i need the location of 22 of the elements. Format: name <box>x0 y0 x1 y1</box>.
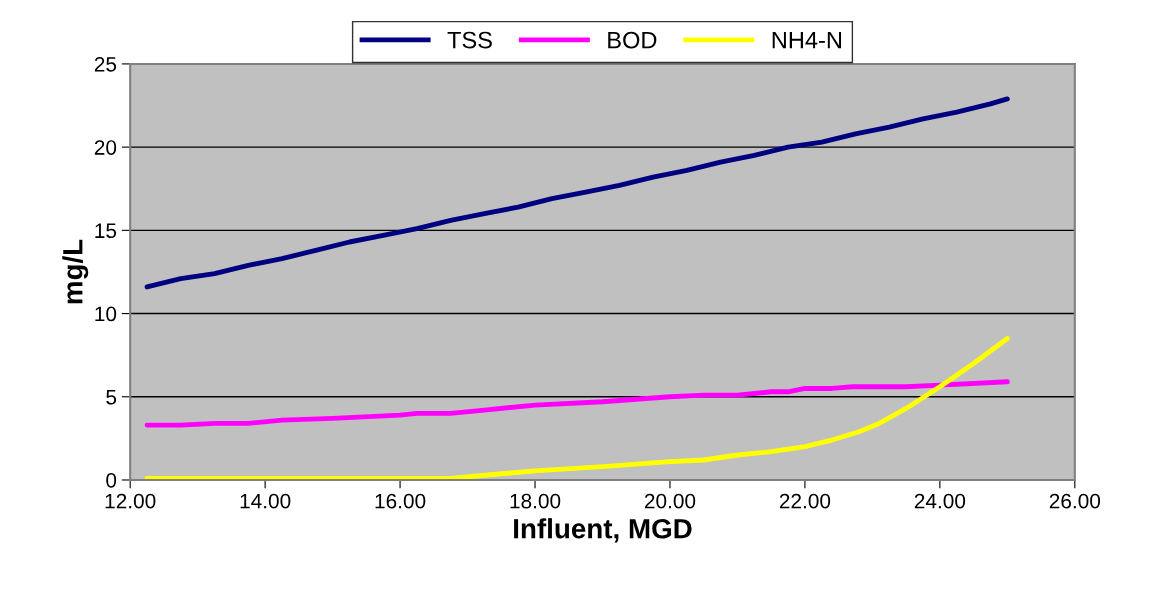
x-tick-label: 20.00 <box>644 493 696 509</box>
x-tick-label: 22.00 <box>779 493 831 509</box>
legend-label: BOD <box>608 31 657 49</box>
x-tick-label: 26.00 <box>1049 493 1101 509</box>
line-series <box>144 96 1010 290</box>
y-tick-label: 5 <box>106 389 117 405</box>
x-tick-label: 24.00 <box>914 493 966 509</box>
y-axis-title: mg/L <box>62 239 89 304</box>
y-tick-label: 10 <box>95 306 117 322</box>
line-series <box>144 379 1010 428</box>
x-axis-title: Influent, MGD <box>514 518 692 543</box>
legend-label: NH4-N <box>772 31 842 49</box>
y-tick-label: 25 <box>94 56 117 72</box>
x-tick-label: 14.00 <box>240 493 291 509</box>
line-series <box>144 336 1010 480</box>
y-tick-label: 0 <box>106 472 117 488</box>
x-tick-label: 12.00 <box>105 493 156 509</box>
y-tick-label: 15 <box>95 223 117 239</box>
legend-label: TSS <box>447 31 492 49</box>
x-tick-label: 18.00 <box>510 493 561 509</box>
x-tick-label: 16.00 <box>375 493 426 509</box>
y-tick-label: 20 <box>94 140 117 155</box>
